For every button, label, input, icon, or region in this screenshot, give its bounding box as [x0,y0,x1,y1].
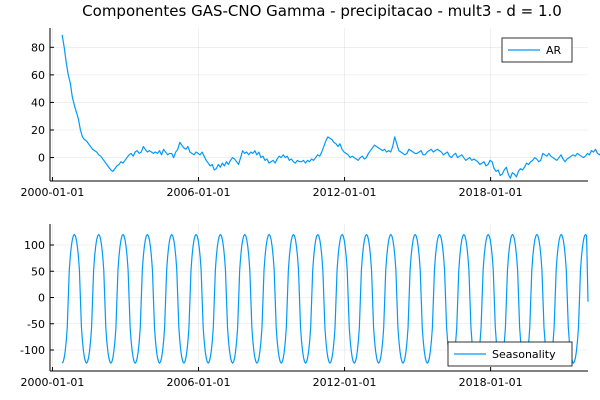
y-tick-label: 0 [38,292,45,305]
legend-label: AR [546,44,562,57]
legend-label: Seasonality [492,348,556,361]
ar-panel: 0 20 40 60 80 2000-01-01 2006-01-01 2012-01-01 2… [20,28,600,199]
x-tick-label: 2000-01-01 [20,186,84,199]
x-tick-label: 2012-01-01 [313,376,377,389]
y-tick-label: 60 [31,69,45,82]
x-tick-label: 2012-01-01 [313,186,377,199]
y-tick-label: 50 [31,265,45,278]
chart-title: Componentes GAS-CNO Gamma - precipitacao… [82,2,562,20]
seasonality-panel: -100 -50 0 50 100 2000-01-01 2006-01-01 2012-01… [20,224,589,389]
x-tick-label: 2006-01-01 [167,186,231,199]
x-tick-label: 2018-01-01 [459,376,523,389]
y-tick-label: -100 [20,344,45,357]
y-tick-label: -50 [27,318,45,331]
y-tick-label: 80 [31,41,45,54]
x-tick-label: 2018-01-01 [459,186,523,199]
x-tick-label: 2000-01-01 [20,376,84,389]
ar-series-line [61,34,600,179]
y-tick-label: 20 [31,124,45,137]
y-tick-label: 0 [38,152,45,165]
y-tick-label: 40 [31,96,45,109]
y-tick-label: 100 [24,239,45,252]
x-tick-label: 2006-01-01 [167,376,231,389]
